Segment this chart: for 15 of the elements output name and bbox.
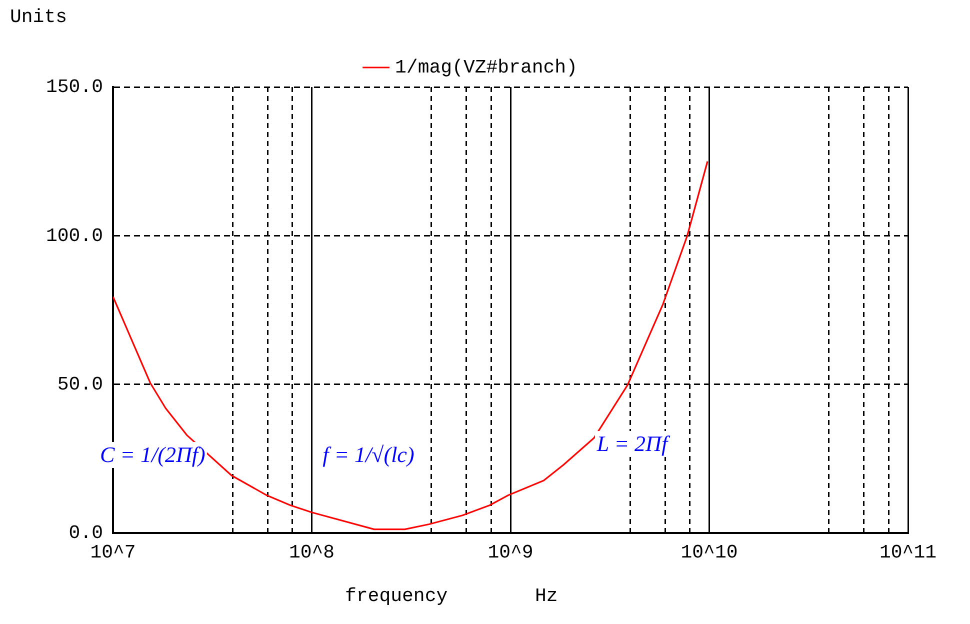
x-axis-title: frequency Hz [345,585,558,608]
annotation: L = 2Πf [594,430,670,457]
y-tick-label: 100.0 [46,224,104,247]
x-tick-label: 10^11 [879,542,937,564]
legend-label: 1/mag(VZ#branch) [395,56,578,79]
y-axis-title: Units [10,6,68,28]
annotation: f = 1/√(lc) [320,442,416,468]
annotation: C = 1/(2Πf) [98,442,208,468]
x-tick-label: 10^9 [488,542,534,564]
x-tick-label: 10^8 [288,542,335,564]
x-tick-label: 10^7 [90,542,136,564]
y-tick-label: 0.0 [68,522,104,544]
y-tick-label: 50.0 [57,374,104,396]
y-tick-label: 150.0 [46,76,104,98]
x-tick-label: 10^10 [680,542,738,564]
